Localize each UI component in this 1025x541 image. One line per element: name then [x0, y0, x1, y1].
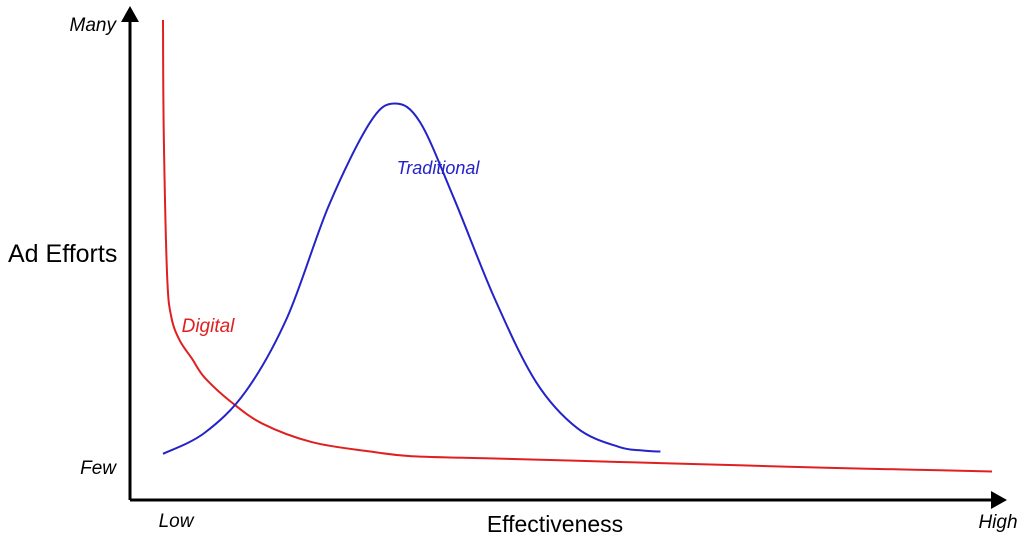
series-line-traditional	[162, 102, 661, 455]
series-line-digital	[162, 19, 993, 473]
series-label-digital: Digital	[182, 316, 236, 337]
y-tick-many: Many	[70, 15, 118, 36]
y-axis-label: Ad Efforts	[8, 240, 117, 268]
x-tick-low: Low	[159, 511, 195, 532]
x-axis-arrow	[991, 491, 1007, 509]
series-label-traditional: Traditional	[397, 158, 481, 178]
y-axis-arrow	[121, 6, 139, 22]
y-tick-few: Few	[80, 458, 117, 479]
x-tick-high: High	[978, 512, 1017, 533]
x-axis-label: Effectiveness	[487, 511, 623, 537]
